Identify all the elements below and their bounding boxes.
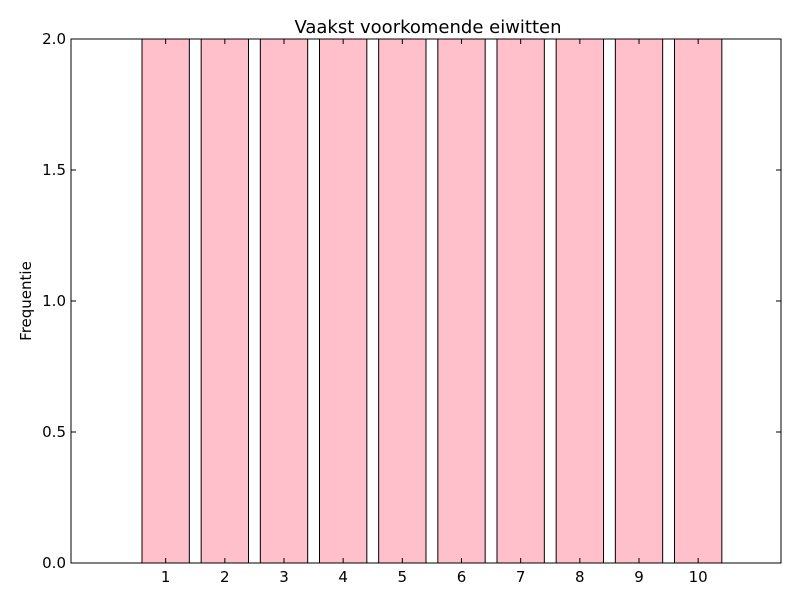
bar-2 [200, 38, 250, 564]
x-tick-label-9: 9 [634, 568, 644, 586]
x-tick-label-10: 10 [689, 568, 708, 586]
x-tick-label-2: 2 [220, 568, 230, 586]
y-axis-label: Frequentie [17, 261, 35, 341]
x-tick-label-7: 7 [516, 568, 526, 586]
y-tick-label-1.0: 1.0 [42, 292, 66, 310]
bar-1 [141, 38, 190, 564]
y-tick-label-0.5: 0.5 [42, 423, 66, 441]
x-tick-label-4: 4 [338, 568, 348, 586]
y-tick-label-1.5: 1.5 [42, 161, 66, 179]
bar-8 [555, 38, 605, 564]
bar-6 [437, 38, 486, 564]
plot-area-frame [70, 38, 782, 564]
x-tick-label-6: 6 [457, 568, 467, 586]
bar-3 [259, 38, 309, 564]
bar-5 [378, 38, 427, 564]
chart-title: Vaakst voorkomende eiwitten [294, 17, 561, 38]
bar-9 [614, 38, 664, 564]
x-tick-label-3: 3 [279, 568, 289, 586]
x-tick-label-5: 5 [398, 568, 408, 586]
bars-group [141, 38, 723, 564]
bar-4 [319, 38, 368, 564]
tick-labels-group: 1 2 3 4 5 6 7 8 9 10 0.0 0.5 1.0 1.5 2.0 [42, 30, 708, 586]
bar-10 [674, 38, 723, 564]
y-tick-label-0.0: 0.0 [42, 554, 66, 572]
bar-7 [496, 38, 545, 564]
x-tick-label-1: 1 [161, 568, 171, 586]
x-tick-label-8: 8 [575, 568, 585, 586]
y-tick-label-2.0: 2.0 [42, 30, 66, 48]
